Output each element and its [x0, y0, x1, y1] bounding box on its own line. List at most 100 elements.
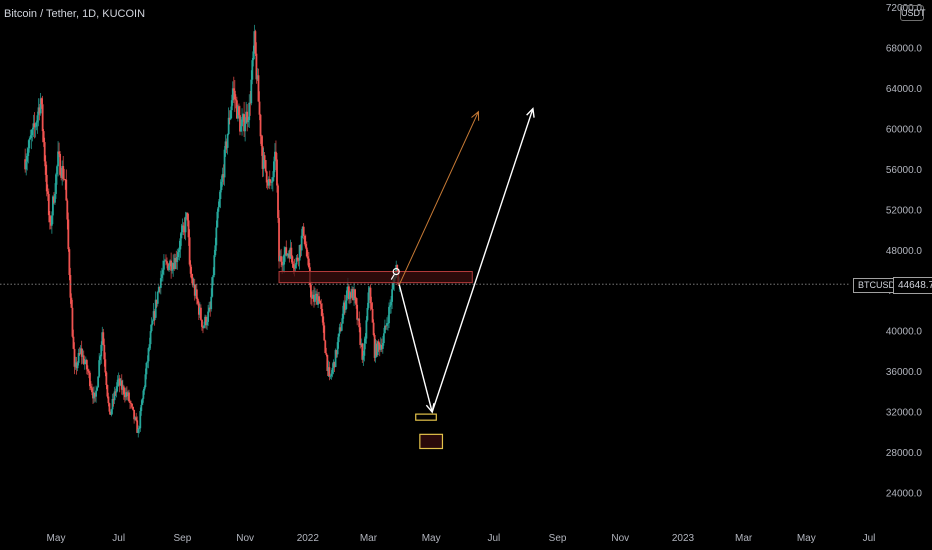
- candle-body: [296, 257, 299, 260]
- white-projection-up: [431, 108, 534, 413]
- candle-body: [289, 247, 292, 259]
- candle-body: [278, 217, 280, 262]
- y-tick-label: 52000.0: [886, 205, 923, 216]
- candle-body: [227, 117, 230, 135]
- candle-body: [321, 308, 324, 317]
- candle-body: [99, 356, 102, 361]
- candle-body: [117, 378, 120, 380]
- candle-body: [266, 182, 269, 186]
- candle-body: [193, 284, 196, 296]
- candle-body: [63, 178, 66, 180]
- white-projection-down: [398, 284, 433, 413]
- candle-body: [380, 345, 383, 349]
- candle-body: [49, 222, 52, 226]
- candle-body: [104, 359, 107, 373]
- projection-arrows: [390, 107, 535, 414]
- y-axis: 72000.0 68000.0 64000.0 60000.0 56000.0 52000…: [886, 3, 923, 499]
- x-tick-label: Mar: [735, 533, 753, 544]
- candle-body: [311, 297, 313, 299]
- candle-body: [387, 323, 389, 324]
- candle-body: [180, 232, 183, 239]
- candle-body: [210, 296, 213, 310]
- candle-body: [54, 193, 56, 203]
- candle-body: [168, 265, 170, 271]
- candle-body: [41, 104, 44, 132]
- candle-body: [222, 174, 225, 178]
- candle-body: [252, 51, 255, 61]
- candle-body: [212, 275, 215, 278]
- candle-body: [362, 355, 365, 360]
- candlestick-series: [24, 24, 401, 438]
- candle-body: [92, 392, 94, 399]
- candle-body: [247, 120, 250, 123]
- y-tick-label: 28000.0: [886, 448, 923, 459]
- candle-body: [219, 190, 222, 200]
- candle-body: [96, 387, 99, 391]
- candle-body: [165, 260, 167, 262]
- candle-body: [364, 338, 367, 344]
- candle-body: [50, 215, 53, 226]
- candle-body: [173, 263, 176, 270]
- candle-body: [67, 219, 70, 250]
- candle-body: [167, 263, 169, 271]
- candle-body: [286, 253, 289, 256]
- candle-body: [367, 292, 370, 308]
- y-tick-label: 68000.0: [886, 44, 923, 55]
- candle-body: [30, 135, 33, 139]
- y-tick-label: 24000.0: [886, 489, 923, 500]
- candle-body: [78, 353, 81, 354]
- candle-body: [80, 348, 83, 357]
- candle-body: [372, 322, 375, 336]
- candle-body: [277, 185, 279, 218]
- candle-body: [248, 102, 251, 121]
- candle-body: [109, 411, 112, 415]
- candle-body: [214, 245, 217, 256]
- candle-body: [184, 216, 187, 233]
- candle-body: [330, 373, 333, 377]
- candle-body: [327, 367, 330, 371]
- candle-body: [358, 318, 361, 328]
- candle-body: [141, 398, 144, 405]
- candle-body: [28, 139, 31, 149]
- candle-body: [381, 343, 384, 349]
- candle-body: [217, 206, 220, 212]
- candle-body: [343, 302, 346, 310]
- candle-body: [385, 325, 387, 327]
- currency-badge[interactable]: USDT: [900, 5, 926, 21]
- candle-body: [340, 323, 343, 331]
- candle-body: [350, 292, 352, 298]
- candle-body: [97, 376, 100, 388]
- candle-body: [230, 100, 233, 111]
- candle-body: [61, 166, 64, 178]
- candle-body: [351, 289, 353, 298]
- candle-body: [291, 256, 294, 264]
- candle-body: [197, 303, 200, 315]
- candle-body: [323, 325, 326, 341]
- resistance-zone: [278, 271, 473, 284]
- candle-body: [294, 264, 297, 269]
- candle-body: [108, 403, 111, 412]
- candle-body: [190, 273, 193, 279]
- candle-body: [357, 318, 360, 320]
- candle-body: [43, 142, 46, 162]
- candle-body: [304, 244, 307, 248]
- candle-body: [244, 123, 247, 132]
- candle-body: [251, 60, 254, 80]
- candle-body: [139, 411, 142, 429]
- candle-body: [213, 255, 216, 276]
- candle-body: [298, 245, 301, 261]
- candle-body: [200, 307, 202, 320]
- candle-body: [82, 355, 85, 365]
- candle-body: [382, 333, 385, 344]
- candle-body: [233, 90, 236, 100]
- candle-body: [142, 390, 145, 399]
- candle-body: [272, 161, 275, 178]
- candle-body: [317, 296, 319, 305]
- candle-body: [169, 260, 171, 266]
- candle-body: [349, 292, 351, 300]
- candle-body: [42, 131, 45, 143]
- candle-body: [319, 301, 322, 304]
- candle-body: [189, 264, 192, 274]
- candle-body: [35, 122, 38, 127]
